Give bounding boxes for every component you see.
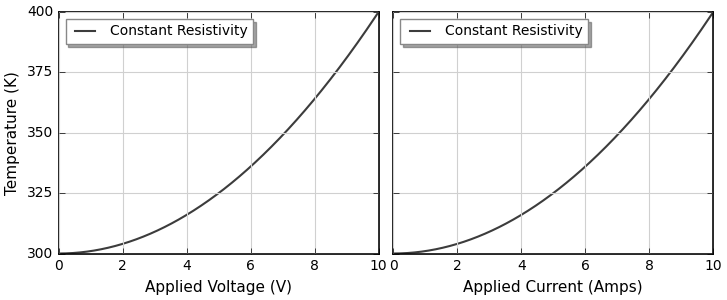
Line: Constant Resistivity: Constant Resistivity [59,12,379,253]
Constant Resistivity [55,252,63,255]
Constant Resistivity [316,89,325,93]
Legend: Constant Resistivity: Constant Resistivity [401,19,588,44]
Constant Resistivity [374,10,383,14]
Constant Resistivity [541,197,550,201]
Constant Resistivity [245,166,254,170]
Constant Resistivity [701,22,710,25]
X-axis label: Applied Voltage (V): Applied Voltage (V) [145,280,292,295]
Constant Resistivity [206,197,215,201]
Constant Resistivity [709,10,718,14]
Constant Resistivity [562,181,571,184]
Legend: Constant Resistivity: Constant Resistivity [65,19,254,44]
Line: Constant Resistivity: Constant Resistivity [393,12,713,253]
Y-axis label: Temperature (K): Temperature (K) [5,71,20,195]
Constant Resistivity [579,166,588,170]
X-axis label: Applied Current (Amps): Applied Current (Amps) [464,280,643,295]
Constant Resistivity [228,181,236,184]
Constant Resistivity [208,196,217,200]
Constant Resistivity [366,22,375,25]
Constant Resistivity [543,196,552,200]
Constant Resistivity [651,89,660,93]
Constant Resistivity [389,252,398,255]
